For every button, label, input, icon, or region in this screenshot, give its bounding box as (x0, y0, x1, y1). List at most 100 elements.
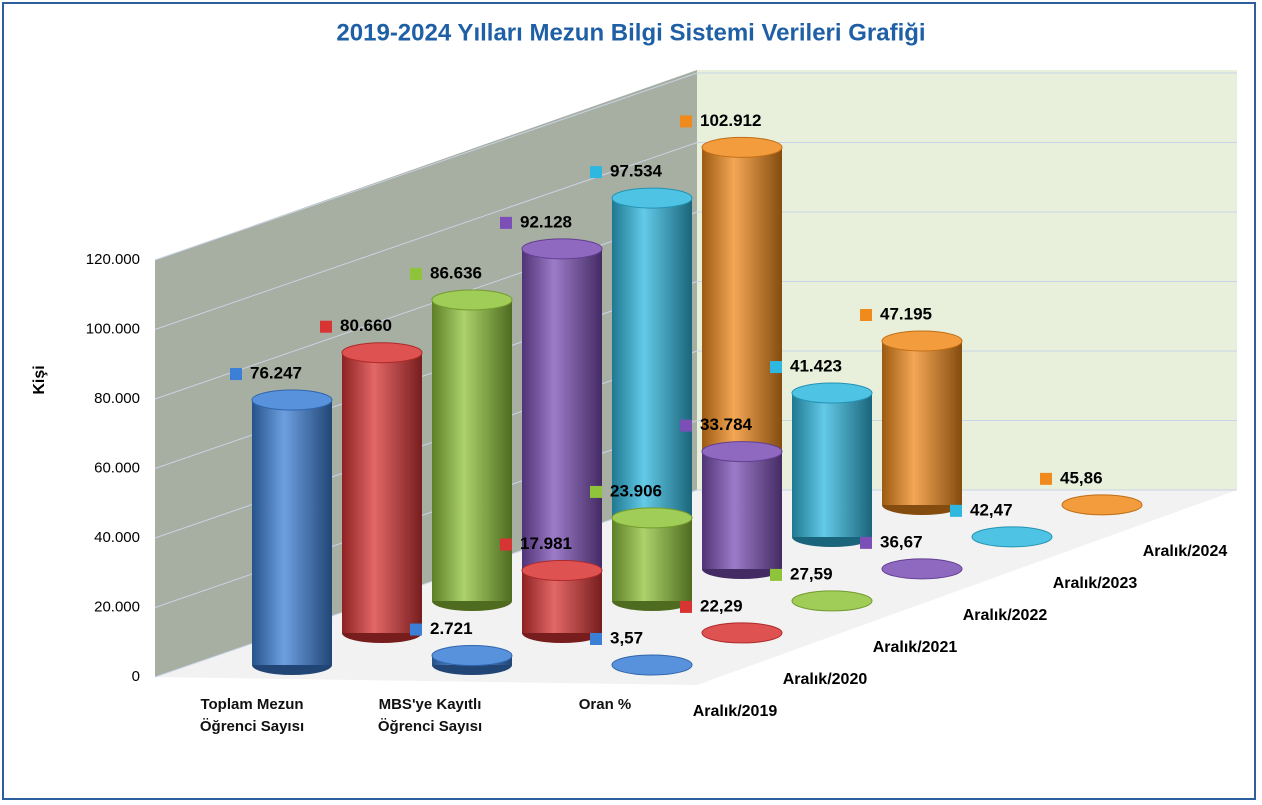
series-label: Aralık/2020 (783, 671, 868, 688)
cylinder-body (522, 248, 602, 569)
value-label: 17.981 (520, 534, 572, 553)
cylinder (521, 560, 603, 643)
value-label: 86.636 (430, 263, 482, 282)
cylinder-top (881, 330, 963, 352)
cylinder (791, 590, 873, 612)
cylinder (701, 441, 783, 579)
value-label: 2.721 (430, 619, 473, 638)
value-label: 23.906 (610, 481, 662, 500)
grid-line (154, 420, 1237, 608)
cylinder-top (611, 187, 693, 209)
cylinder-top (251, 389, 333, 411)
chart-title: 2019-2024 Yılları Mezun Bilgi Sistemi Ve… (336, 19, 925, 46)
cylinder-body (342, 352, 422, 633)
legend-key (770, 568, 782, 581)
value-label: 47.195 (880, 304, 932, 323)
cylinder (611, 507, 693, 611)
cylinder (521, 238, 603, 579)
legend-key (590, 485, 602, 498)
value-label: 41.423 (790, 357, 842, 376)
value-label: 22,29 (700, 596, 743, 615)
cylinder (611, 187, 693, 547)
cylinder-top (521, 238, 603, 260)
value-label: 42,47 (970, 500, 1013, 519)
cylinder-body (882, 340, 962, 505)
cylinder-top (341, 342, 423, 364)
value-label: 97.534 (610, 162, 663, 181)
value-label: 45,86 (1060, 468, 1103, 487)
series-label: Aralık/2022 (963, 607, 1048, 624)
cylinder-top (431, 289, 513, 311)
cylinder-top (521, 560, 603, 582)
legend-key (770, 361, 782, 374)
value-label: 102.912 (700, 111, 761, 130)
cylinder-body (612, 517, 692, 601)
legend-key (590, 166, 602, 179)
cylinder-top (881, 558, 963, 580)
grid-line (154, 142, 1237, 330)
cylinder-body (702, 451, 782, 569)
value-label: 80.660 (340, 316, 392, 335)
grid-line (154, 72, 1237, 261)
y-tick-label: 60.000 (94, 459, 140, 476)
grid-line (154, 350, 1237, 539)
floor (155, 490, 1237, 685)
legend-key (230, 368, 242, 381)
cylinder (881, 558, 963, 580)
cylinder (431, 645, 513, 675)
y-tick-label: 120.000 (86, 251, 140, 268)
cylinder-top (611, 654, 693, 676)
y-tick-label: 20.000 (94, 598, 140, 615)
cylinder (791, 382, 873, 547)
legend-key (680, 419, 692, 432)
legend-key (410, 267, 422, 280)
series-label: Aralık/2024 (1143, 543, 1228, 560)
cylinder-body (432, 299, 512, 601)
cylinder-top (701, 622, 783, 644)
legend-key (320, 320, 332, 333)
cylinder-top (791, 382, 873, 404)
grid-line (154, 211, 1237, 400)
y-tick-label: 80.000 (94, 390, 140, 407)
cylinder-body (792, 393, 872, 537)
legend-key (590, 632, 602, 645)
value-label: 92.128 (520, 212, 572, 231)
cylinder-top (611, 507, 693, 529)
cylinder (431, 289, 513, 611)
value-label: 33.784 (700, 415, 753, 434)
cylinder (881, 330, 963, 515)
cylinder (611, 654, 693, 676)
cylinder (251, 389, 333, 675)
cylinder (341, 342, 423, 643)
y-tick-label: 0 (132, 668, 140, 685)
legend-key (680, 600, 692, 613)
cylinder (971, 526, 1053, 548)
cylinder-top (791, 590, 873, 612)
y-tick-label: 100.000 (86, 320, 140, 337)
value-label: 27,59 (790, 564, 833, 583)
cylinder-top (971, 526, 1053, 548)
legend-key (500, 538, 512, 551)
cylinder-body (252, 400, 332, 665)
legend-key (680, 115, 692, 128)
y-tick-label: 40.000 (94, 529, 140, 546)
legend-key (1040, 472, 1052, 485)
value-label: 3,57 (610, 628, 643, 647)
value-label: 76.247 (250, 364, 302, 383)
series-label: Aralık/2021 (873, 639, 958, 656)
grid-line (154, 281, 1237, 469)
series-label: Aralık/2023 (1053, 575, 1138, 592)
value-label: 36,67 (880, 532, 923, 551)
legend-key (410, 623, 422, 636)
cylinder (701, 622, 783, 644)
series-label: Aralık/2019 (693, 703, 778, 720)
x-tick-label: Toplam Mezun Öğrenci Sayısı (199, 696, 305, 735)
x-tick-label: Oran % (578, 696, 632, 713)
x-tick-label: MBS'ye Kayıtlı Öğrenci Sayısı (377, 696, 483, 735)
cylinder-top (431, 645, 513, 667)
cylinder-top (701, 136, 783, 158)
cylinder (1061, 494, 1143, 516)
cylinder-body (612, 198, 692, 538)
